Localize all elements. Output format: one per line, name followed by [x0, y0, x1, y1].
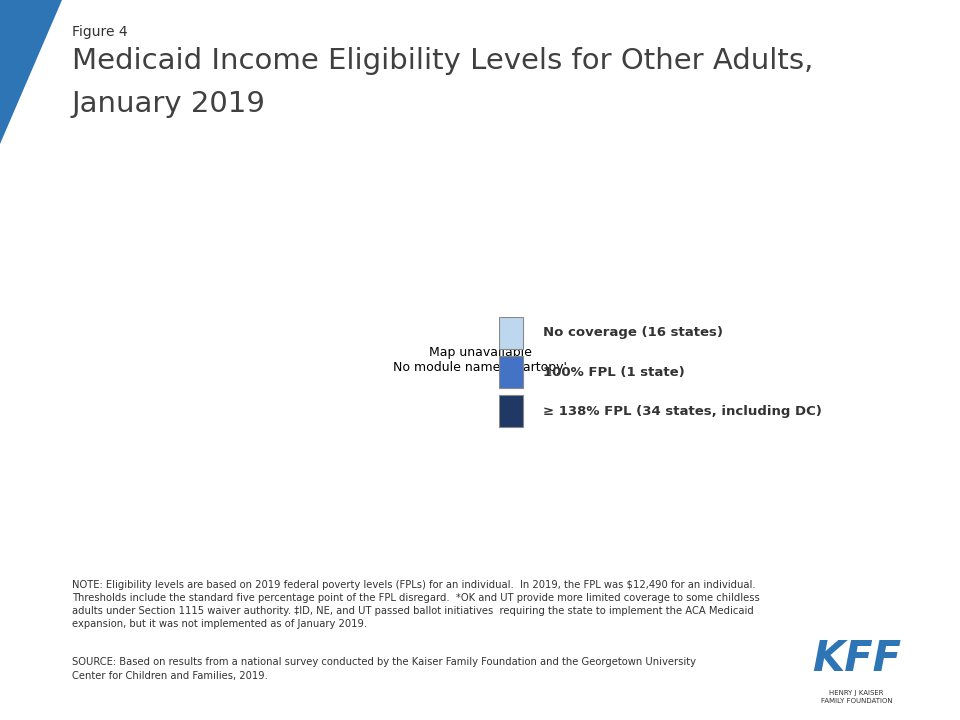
- Text: Map unavailable
No module named 'cartopy': Map unavailable No module named 'cartopy…: [393, 346, 567, 374]
- Text: NOTE: Eligibility levels are based on 2019 federal poverty levels (FPLs) for an : NOTE: Eligibility levels are based on 20…: [72, 580, 759, 629]
- Polygon shape: [0, 0, 62, 144]
- Bar: [499, 317, 523, 349]
- Text: SOURCE: Based on results from a national survey conducted by the Kaiser Family F: SOURCE: Based on results from a national…: [72, 657, 696, 680]
- Text: Figure 4: Figure 4: [72, 25, 128, 39]
- Text: KFF: KFF: [812, 638, 900, 680]
- Text: January 2019: January 2019: [72, 90, 266, 118]
- Text: HENRY J KAISER
FAMILY FOUNDATION: HENRY J KAISER FAMILY FOUNDATION: [821, 690, 892, 704]
- Bar: [499, 356, 523, 388]
- Text: No coverage (16 states): No coverage (16 states): [543, 326, 724, 339]
- Text: ≥ 138% FPL (34 states, including DC): ≥ 138% FPL (34 states, including DC): [543, 405, 822, 418]
- Text: 100% FPL (1 state): 100% FPL (1 state): [543, 366, 685, 379]
- Text: Medicaid Income Eligibility Levels for Other Adults,: Medicaid Income Eligibility Levels for O…: [72, 47, 813, 75]
- Bar: [499, 395, 523, 428]
